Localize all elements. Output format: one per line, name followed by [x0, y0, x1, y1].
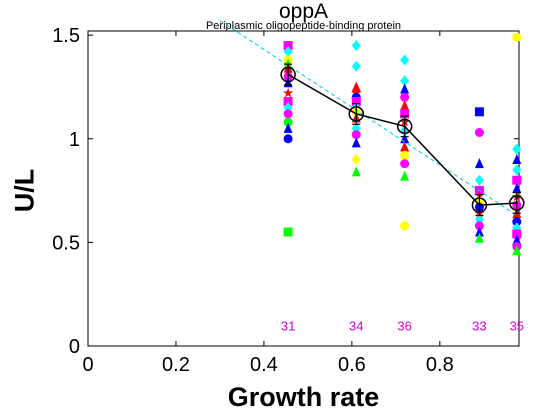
data-point: [351, 81, 361, 92]
data-point: [283, 134, 293, 144]
data-point: [400, 221, 410, 231]
group-count-label: 31: [281, 318, 295, 333]
data-point: [512, 164, 522, 176]
data-point: [474, 221, 484, 231]
data-point: [512, 183, 522, 193]
data-point: [474, 158, 484, 169]
data-point: [283, 109, 293, 119]
group-count-label: 33: [472, 318, 486, 333]
data-point: [351, 60, 361, 72]
data-point: [512, 153, 522, 164]
data-point: [351, 130, 361, 140]
data-point: [400, 83, 410, 94]
data-point: [351, 96, 361, 106]
data-point: [512, 229, 522, 239]
data-point: [474, 107, 484, 117]
fit-line: [219, 20, 518, 216]
y-tick-label: 0: [69, 336, 80, 358]
data-point: [474, 226, 484, 237]
y-axis-label: U/L: [9, 168, 40, 213]
data-point: [283, 227, 293, 237]
data-point: [351, 166, 361, 177]
data-point: [512, 143, 522, 155]
y-tick-label: 1.5: [52, 25, 80, 47]
chart-title: oppA: [278, 0, 329, 23]
x-tick-label: 0: [82, 354, 93, 376]
chart-subtitle: Periplasmic oligopeptide-binding protein: [205, 20, 402, 32]
data-point: [283, 46, 293, 58]
data-point: [351, 137, 361, 148]
mean-point: [471, 197, 488, 213]
x-tick-label: 0.8: [426, 354, 454, 376]
data-point: [283, 117, 293, 127]
data-point: [400, 170, 410, 181]
data-point: [400, 150, 410, 160]
x-tick-label: 0.2: [162, 354, 190, 376]
x-tick-label: 0.4: [250, 354, 278, 376]
data-point: [512, 32, 522, 42]
data-point: [400, 159, 410, 169]
data-point: [474, 128, 484, 138]
group-count-label: 35: [510, 318, 524, 333]
data-point: [283, 96, 293, 106]
data-point: [283, 41, 293, 51]
y-tick-label: 0.5: [52, 232, 80, 254]
axes-box: [87, 30, 520, 347]
data-point: [474, 232, 484, 243]
mean-point: [280, 66, 296, 83]
data-point: [512, 175, 522, 185]
data-point: [351, 40, 361, 52]
data-point: [400, 100, 410, 111]
group-count-label: 36: [397, 318, 411, 333]
data-point: [400, 92, 410, 102]
data-point: [400, 75, 410, 87]
data-point: [351, 153, 361, 165]
data-point: [283, 122, 293, 133]
data-point: [512, 217, 522, 227]
data-point: [512, 245, 522, 256]
data-point: [400, 141, 410, 152]
data-point: [474, 174, 484, 186]
x-tick-label: 0.6: [338, 354, 366, 376]
mean-point: [509, 195, 525, 211]
y-tick-label: 1: [69, 129, 80, 151]
group-count-label: 34: [349, 318, 363, 333]
x-axis-label: Growth rate: [227, 382, 380, 412]
data-point: [282, 87, 294, 98]
data-point: [512, 234, 522, 245]
data-point: [400, 54, 410, 66]
mean-point: [348, 106, 365, 122]
mean-point: [396, 118, 413, 135]
data-point: [351, 87, 362, 98]
data-point: [400, 109, 410, 119]
